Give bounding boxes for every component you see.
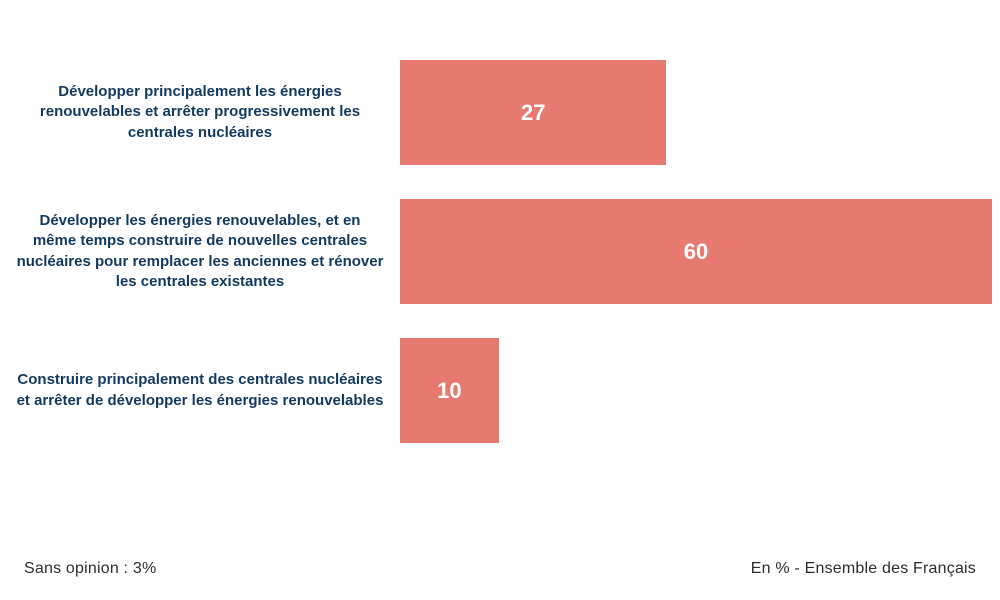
category-label-col: Développer les énergies renouvelables, e…	[0, 211, 400, 292]
chart-row: Construire principalement des centrales …	[0, 338, 992, 443]
bar-value: 27	[521, 100, 545, 126]
category-label: Construire principalement des centrales …	[16, 370, 384, 411]
category-label: Développer les énergies renouvelables, e…	[16, 211, 384, 292]
bar-track: 60	[400, 199, 992, 304]
category-label-col: Développer principalement les énergies r…	[0, 82, 400, 143]
chart-row: Développer principalement les énergies r…	[0, 60, 992, 165]
footer-left-text: Sans opinion : 3%	[24, 560, 156, 578]
chart-row: Développer les énergies renouvelables, e…	[0, 199, 992, 304]
chart-rows: Développer principalement les énergies r…	[0, 60, 992, 443]
bar-track: 10	[400, 338, 992, 443]
horizontal-bar-chart: Développer principalement les énergies r…	[0, 0, 1000, 600]
bar: 60	[400, 199, 992, 304]
category-label-col: Construire principalement des centrales …	[0, 370, 400, 411]
bar: 10	[400, 338, 499, 443]
chart-footer: Sans opinion : 3% En % - Ensemble des Fr…	[24, 560, 976, 578]
bar-track: 27	[400, 60, 992, 165]
bar-value: 60	[684, 239, 708, 265]
bar-value: 10	[437, 378, 461, 404]
bar: 27	[400, 60, 666, 165]
category-label: Développer principalement les énergies r…	[16, 82, 384, 143]
footer-right-text: En % - Ensemble des Français	[751, 560, 976, 578]
